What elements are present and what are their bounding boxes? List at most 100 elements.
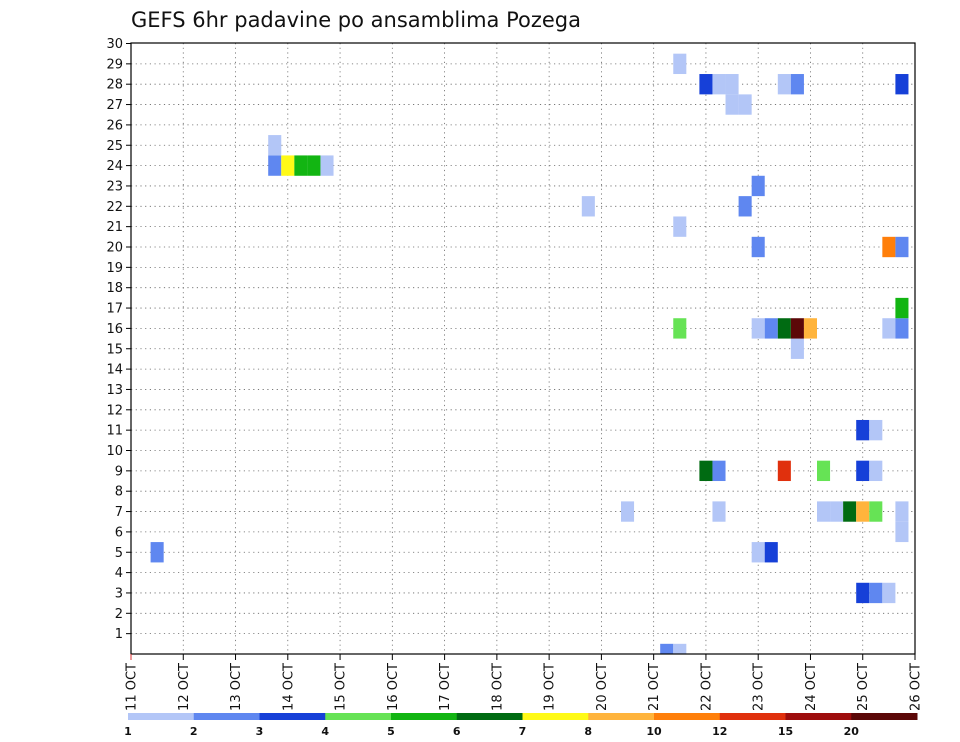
heatmap-cell: [673, 643, 687, 654]
y-tick-label: 9: [115, 464, 123, 479]
legend-swatch: [785, 713, 852, 720]
y-tick-label: 30: [106, 37, 123, 52]
heatmap-cell: [790, 74, 804, 95]
legend-swatch: [391, 713, 458, 720]
heatmap-cell: [673, 53, 687, 75]
y-tick-label: 17: [106, 302, 123, 317]
y-tick-label: 2: [115, 607, 123, 622]
legend-swatch: [259, 713, 326, 720]
legend-label: 12: [712, 725, 727, 738]
heatmap-cell: [751, 175, 765, 197]
heatmap-cell: [856, 501, 870, 522]
axes: 1234567891011121314151617181920212223242…: [106, 37, 923, 711]
y-tick-label: 12: [106, 403, 123, 418]
legend-swatch: [325, 713, 392, 720]
heatmap-cell: [738, 94, 752, 115]
y-tick-label: 29: [106, 57, 123, 72]
heatmap-cell: [621, 501, 635, 522]
legend-swatch: [456, 713, 523, 720]
y-tick-label: 4: [115, 566, 123, 581]
legend-label: 4: [321, 725, 329, 738]
heatmap-cell: [869, 460, 883, 482]
y-tick-label: 20: [106, 241, 123, 256]
heatmap-cell: [882, 236, 896, 258]
y-tick-label: 7: [115, 505, 123, 520]
heatmap-cell: [895, 318, 909, 339]
y-tick-label: 10: [106, 444, 123, 459]
heatmap-cell: [673, 216, 687, 237]
y-tick-label: 15: [106, 342, 123, 357]
heatmap-cell: [751, 542, 765, 563]
heatmap-cell: [699, 460, 713, 482]
heatmap-cell: [725, 94, 739, 115]
y-tick-label: 21: [106, 220, 123, 235]
data-cells: [150, 53, 909, 654]
heatmap-cell: [790, 318, 804, 339]
legend-label: 7: [519, 725, 527, 738]
heatmap-cell: [869, 419, 883, 441]
heatmap-cell: [843, 501, 857, 522]
heatmap-cell: [150, 542, 164, 563]
heatmap-cell: [869, 582, 883, 604]
heatmap-cell: [895, 74, 909, 95]
legend-label: 2: [190, 725, 198, 738]
heatmap-cell: [790, 338, 804, 359]
y-tick-label: 3: [115, 586, 123, 601]
y-tick-label: 16: [106, 322, 123, 337]
legend-label: 3: [256, 725, 264, 738]
y-tick-label: 5: [115, 546, 123, 561]
heatmap-cell: [882, 318, 896, 339]
x-tick-label: 13 OCT: [229, 663, 244, 711]
heatmap-cell: [268, 135, 282, 156]
legend-swatch: [128, 713, 195, 720]
y-tick-label: 28: [106, 78, 123, 93]
heatmap-cell: [856, 582, 870, 604]
heatmap-cell: [581, 196, 595, 217]
y-tick-label: 14: [106, 363, 123, 378]
x-tick-label: 18 OCT: [490, 663, 505, 711]
y-tick-label: 13: [106, 383, 123, 398]
x-tick-label: 20 OCT: [595, 663, 610, 711]
heatmap-cell: [817, 460, 831, 482]
y-tick-label: 25: [106, 139, 123, 154]
x-tick-label: 17 OCT: [438, 663, 453, 711]
x-tick-label: 24 OCT: [804, 663, 819, 711]
heatmap-cell: [777, 318, 791, 339]
y-tick-label: 26: [106, 118, 123, 133]
legend-swatch: [522, 713, 589, 720]
legend-swatch: [719, 713, 786, 720]
legend-swatch: [193, 713, 260, 720]
heatmap-cell: [777, 460, 791, 482]
y-tick-label: 1: [115, 627, 123, 642]
heatmap-cell: [268, 155, 282, 176]
x-tick-label: 15 OCT: [334, 663, 349, 711]
heatmap-cell: [712, 74, 726, 95]
heatmap-cell: [764, 542, 778, 563]
chart-title: GEFS 6hr padavine po ansamblima Pozega: [131, 8, 581, 32]
y-tick-label: 22: [106, 200, 123, 215]
y-tick-label: 24: [106, 159, 123, 174]
heatmap-cell: [777, 74, 791, 95]
x-tick-label: 23 OCT: [752, 663, 767, 711]
x-tick-label: 22 OCT: [699, 663, 714, 711]
color-legend: 1 2 3 4 5 6 7 8 10 12 15 20: [124, 713, 918, 738]
y-tick-label: 27: [106, 98, 123, 113]
y-tick-label: 11: [106, 424, 123, 439]
heatmap-cell: [895, 236, 909, 258]
heatmap-cell: [725, 74, 739, 95]
x-tick-label: 12 OCT: [177, 663, 192, 711]
y-tick-label: 18: [106, 281, 123, 296]
y-tick-label: 8: [115, 485, 123, 500]
plot-area: [130, 42, 916, 655]
heatmap-cell: [673, 318, 687, 339]
heatmap-cell: [803, 318, 817, 339]
x-tick-label: 19 OCT: [543, 663, 558, 711]
heatmap-cell: [830, 501, 844, 522]
x-tick-label: 26 OCT: [909, 663, 924, 711]
x-tick-label: 14 OCT: [281, 663, 296, 711]
legend-label: 6: [453, 725, 461, 738]
heatmap-cell: [895, 297, 909, 319]
heatmap-cell: [320, 155, 334, 176]
heatmap-cell: [751, 318, 765, 339]
